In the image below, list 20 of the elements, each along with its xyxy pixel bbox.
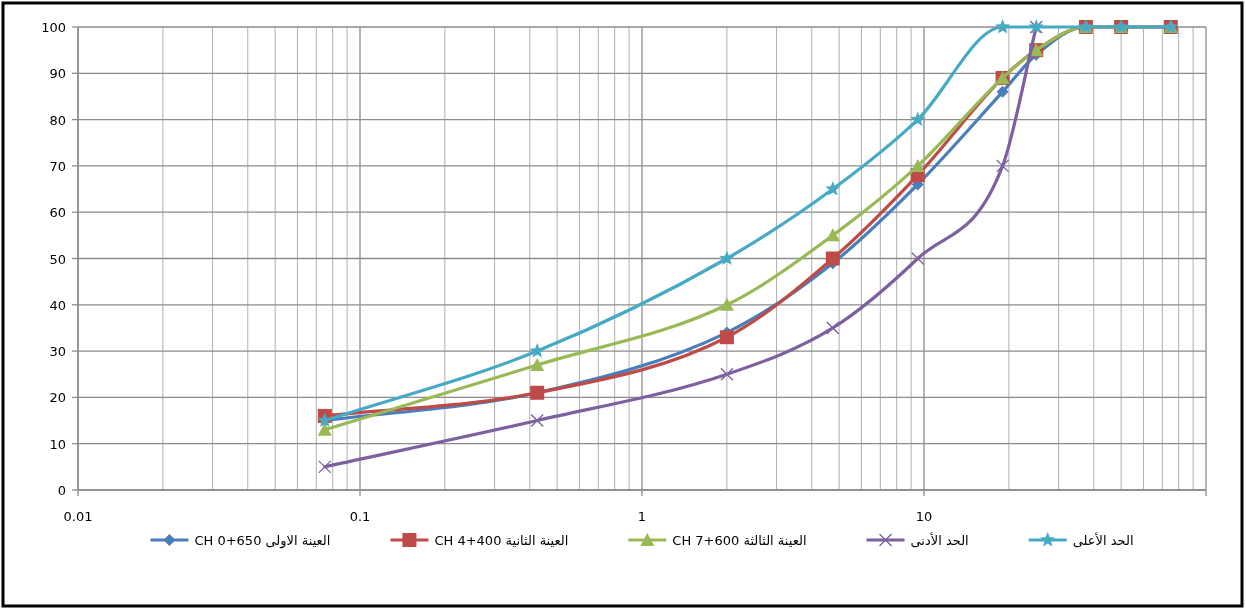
legend-label: العينة الثالثة CH 7+600	[672, 533, 807, 548]
y-tick-label: 100	[41, 20, 66, 35]
y-tick-label: 90	[49, 66, 66, 82]
y-tick-label: 30	[49, 344, 66, 360]
y-tick-label: 80	[49, 112, 66, 128]
x-tick-label: 10	[915, 509, 933, 524]
legend-label: الحد الأدنى	[910, 532, 969, 548]
y-tick-label: 40	[49, 297, 66, 313]
y-tick-label: 10	[49, 436, 66, 452]
legend-label: الحد الأعلى	[1072, 532, 1134, 548]
y-tick-label: 50	[49, 251, 66, 267]
legend-label: العينة الثانية CH 4+400	[434, 533, 569, 548]
y-tick-label: 20	[49, 390, 66, 406]
y-tick-label: 70	[49, 158, 66, 174]
y-tick-label: 60	[49, 205, 66, 221]
y-tick-label: 0	[57, 483, 66, 498]
x-tick-label: 1	[637, 509, 647, 524]
legend-label: العينة الاولى CH 0+650	[194, 533, 331, 549]
x-tick-label: 0.01	[63, 509, 93, 524]
x-tick-label: 0.1	[349, 509, 371, 524]
